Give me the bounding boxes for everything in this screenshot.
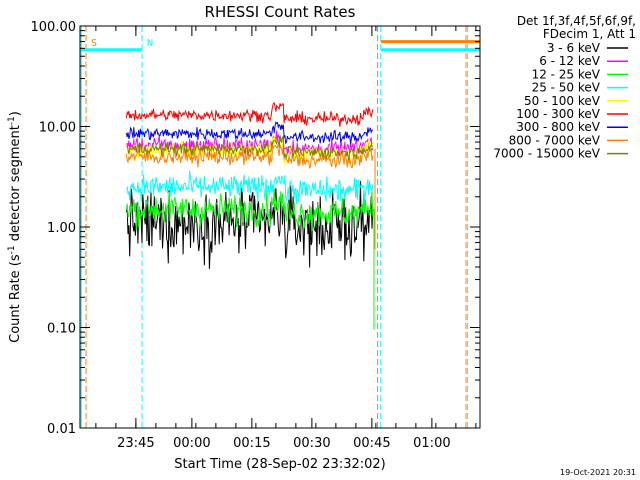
series-line	[125, 102, 374, 127]
legend-label: 300 - 800 keV	[516, 120, 600, 134]
chart-title: RHESSI Count Rates	[205, 3, 356, 21]
legend-label: 100 - 300 keV	[516, 107, 600, 121]
legend-label: 25 - 50 keV	[532, 81, 601, 95]
legend-label: 800 - 7000 keV	[509, 133, 601, 147]
y-axis-label: Count Rate (s-1 detector segment-1)	[7, 111, 23, 343]
series-line	[125, 121, 374, 145]
x-tick-label: 23:45	[117, 436, 154, 451]
x-tick-label: 00:00	[173, 436, 210, 451]
series-line	[126, 134, 374, 161]
x-tick-label: 01:00	[413, 436, 450, 451]
x-axis-label: Start Time (28-Sep-02 23:32:02)	[174, 457, 385, 472]
y-tick-label: 10.00	[39, 121, 76, 136]
marker-label: S	[91, 38, 97, 49]
y-tick-label: 100.00	[31, 20, 77, 35]
timestamp: 19-Oct-2021 20:31	[560, 468, 636, 477]
series-line	[125, 181, 374, 269]
x-tick-label: 00:30	[293, 436, 330, 451]
legend-label: 50 - 100 keV	[524, 94, 601, 108]
x-tick-label: 00:45	[353, 436, 390, 451]
y-tick-label: 0.01	[47, 422, 76, 437]
legend-label: 6 - 12 keV	[539, 54, 601, 68]
legend-header-line-2: FDecim 1, Att 1	[543, 27, 636, 41]
y-tick-label: 0.10	[47, 322, 76, 337]
legend-label: 7000 - 15000 keV	[493, 147, 600, 161]
series-line	[125, 189, 374, 231]
legend-header-line-1: Det 1f,3f,4f,5f,6f,9f,	[517, 14, 636, 28]
legend-label: 3 - 6 keV	[547, 41, 601, 55]
series-line	[125, 170, 374, 204]
y-tick-label: 1.00	[47, 221, 76, 236]
legend: Det 1f,3f,4f,5f,6f,9f, FDecim 1, Att 1 3…	[493, 14, 636, 161]
series-line	[125, 144, 374, 170]
marker-label: N	[147, 38, 153, 49]
x-tick-label: 00:15	[233, 436, 270, 451]
legend-label: 12 - 25 keV	[532, 67, 601, 81]
